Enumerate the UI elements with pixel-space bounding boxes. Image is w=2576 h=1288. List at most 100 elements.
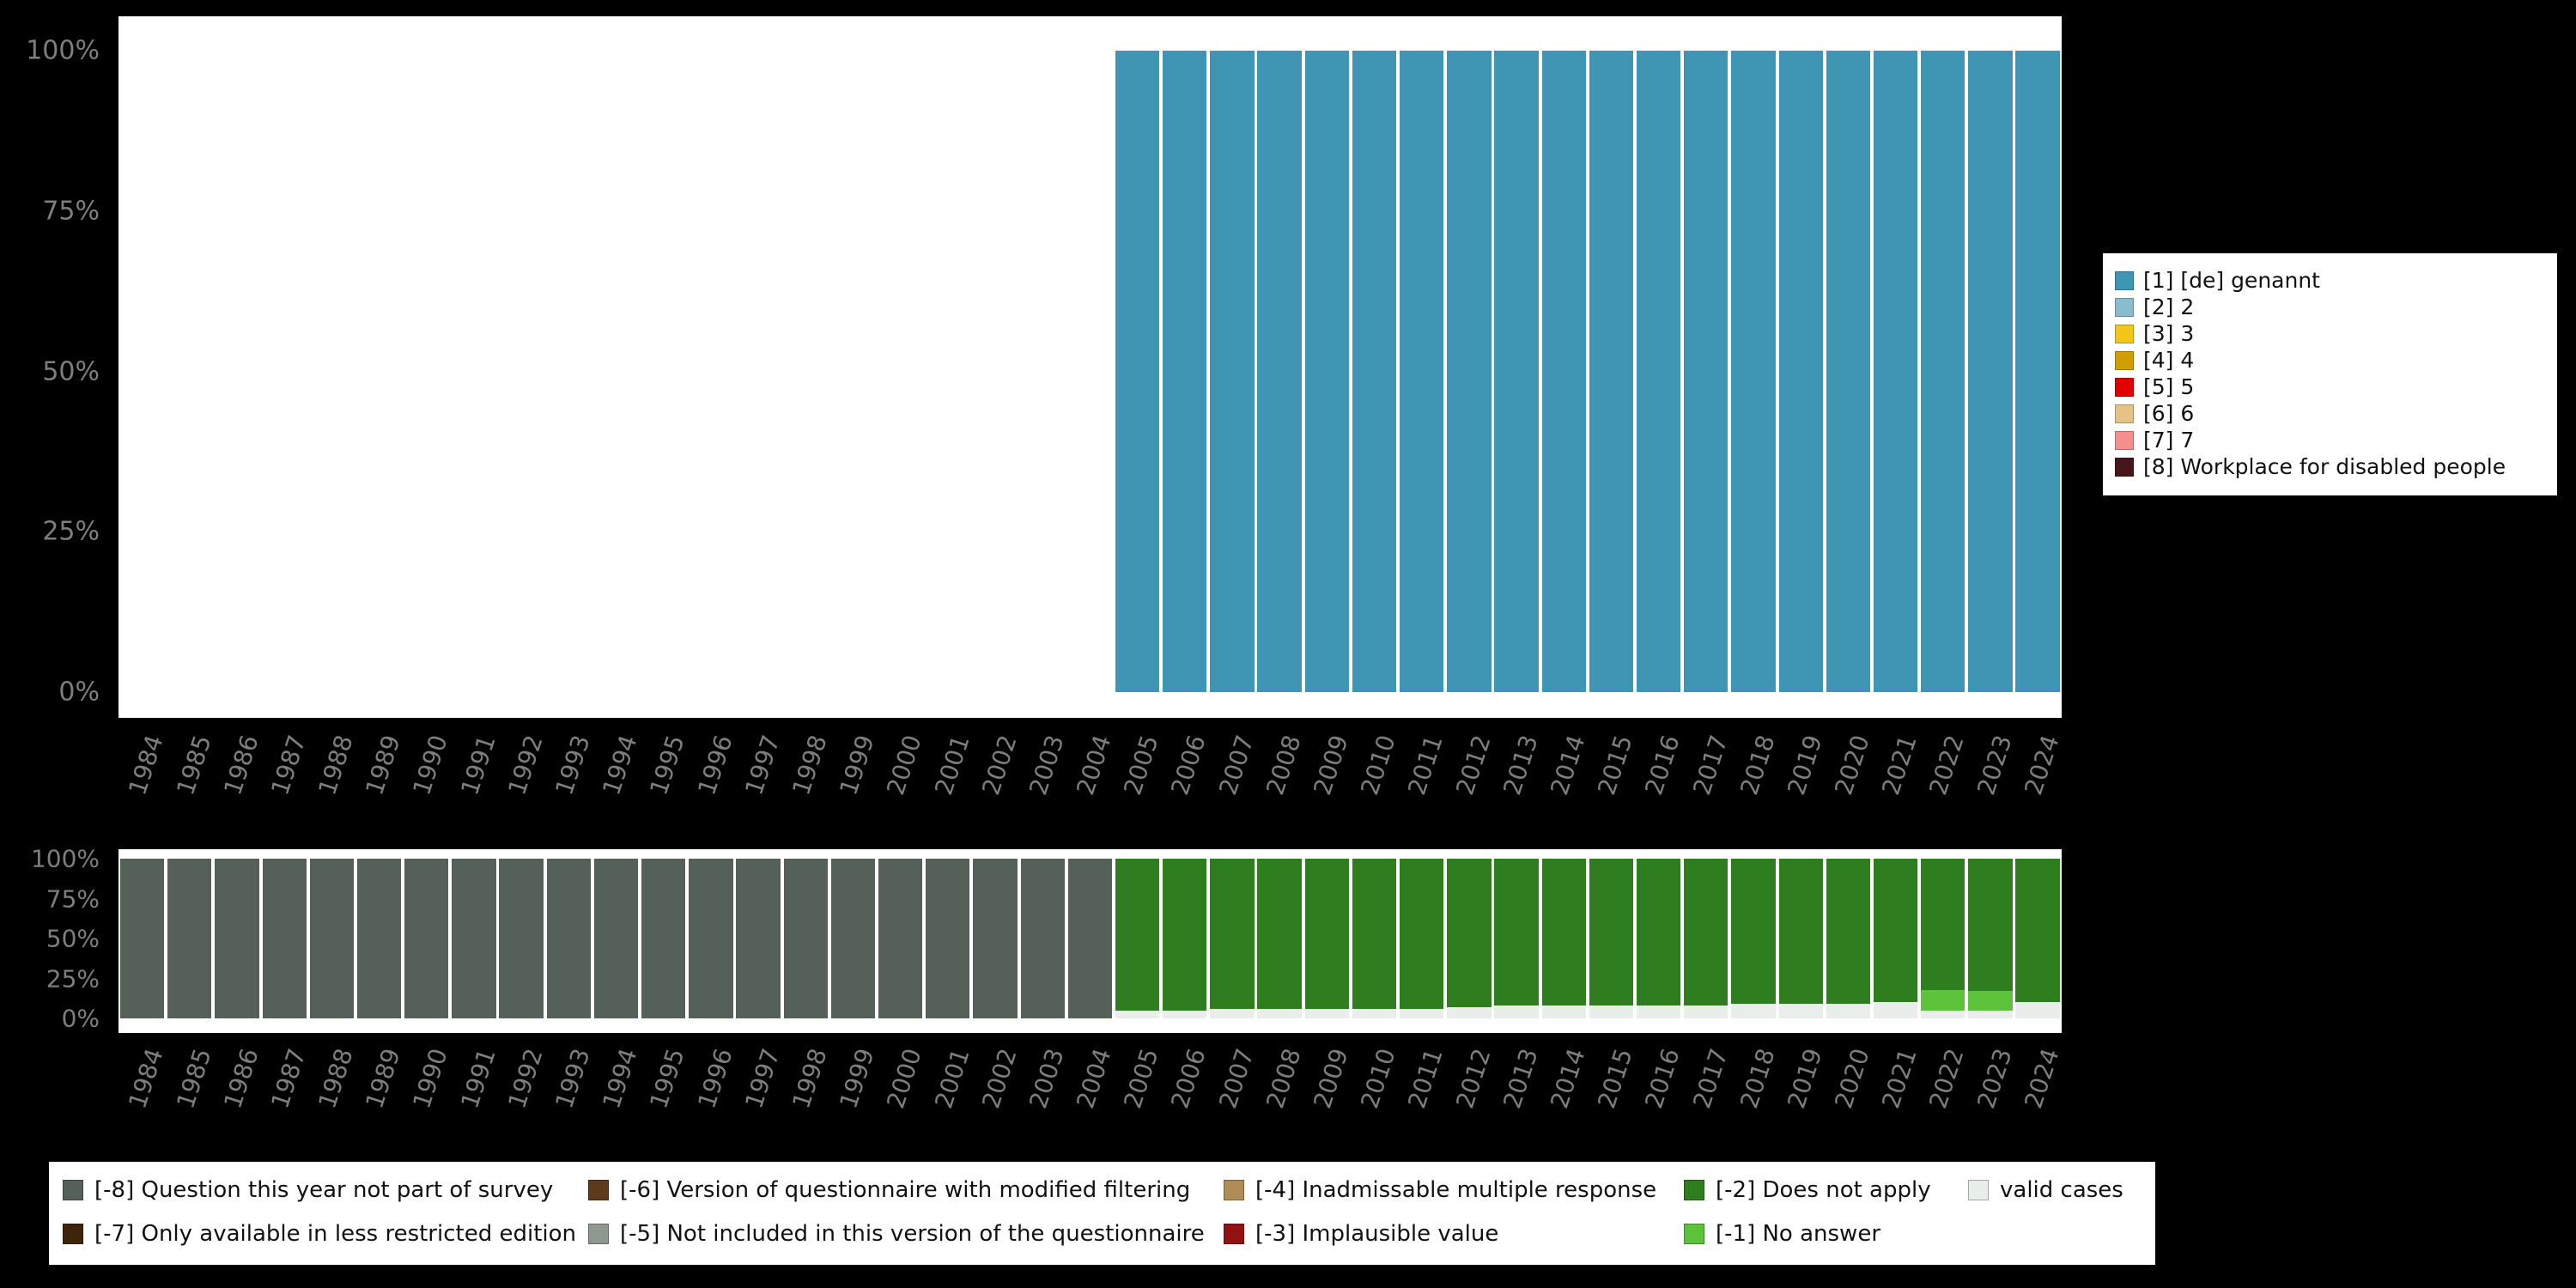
legend-label: [7] 7: [2143, 428, 2195, 453]
x-tick-label: 2015: [1592, 1045, 1638, 1112]
bar-stack-2005: [1115, 859, 1160, 1018]
bar-segment: [1257, 859, 1302, 1009]
x-tick-label: 2011: [1402, 732, 1449, 799]
bar-2009: [1303, 51, 1351, 692]
bar-stack-2011: [1400, 859, 1444, 1018]
x-tick-1996: 1996: [687, 1040, 738, 1151]
bar-segment: [1589, 1005, 1634, 1018]
bar-2001: [924, 859, 971, 1018]
legend-item: [-4] Inadmissable multiple response: [1224, 1174, 1656, 1206]
x-tick-label: 2005: [1118, 732, 1164, 799]
bar-2022: [1919, 51, 1966, 692]
x-tick-2013: 2013: [1492, 1040, 1543, 1151]
x-tick-label: 2023: [1971, 732, 2018, 799]
bar-segment: [119, 859, 165, 1018]
bar-segment: [1778, 1004, 1823, 1018]
legend-label: [-2] Does not apply: [1716, 1177, 1931, 1203]
x-tick-label: 2021: [1876, 732, 1923, 799]
bar-segment: [1067, 859, 1112, 1018]
bar-segment: [1968, 859, 2013, 992]
missing-legend-column: [-4] Inadmissable multiple response [-3] …: [1224, 1174, 1656, 1250]
values-plot: [118, 16, 2062, 718]
y-tick-label: 25%: [46, 964, 100, 993]
x-tick-label: 2016: [1639, 732, 1686, 799]
x-tick-1988: 1988: [308, 1040, 359, 1151]
bar-stack-1989: [357, 51, 401, 692]
x-tick-label: 1996: [691, 732, 738, 799]
x-tick-2004: 2004: [1066, 726, 1116, 847]
x-tick-label: 1985: [170, 1045, 217, 1112]
bar-segment: [1873, 859, 1918, 1003]
x-tick-2013: 2013: [1492, 726, 1544, 847]
legend-swatch: [2115, 324, 2134, 343]
bar-2023: [1966, 859, 2014, 1018]
bar-segment: [1352, 1008, 1397, 1018]
x-tick-label: 1989: [360, 732, 406, 799]
x-tick-label: 2024: [2019, 1045, 2065, 1112]
bar-segment: [1541, 1005, 1586, 1018]
bar-stack-1992: [499, 859, 544, 1018]
bar-stack-1986: [215, 859, 259, 1018]
x-tick-2011: 2011: [1398, 726, 1449, 847]
bar-segment: [689, 859, 733, 1018]
legend-label: [-7] Only available in less restricted e…: [94, 1221, 577, 1247]
bar-segment: [1352, 51, 1397, 692]
x-tick-label: 1999: [834, 1045, 880, 1112]
legend-label: [-6] Version of questionnaire with modif…: [620, 1177, 1191, 1203]
bar-segment: [1304, 859, 1349, 1009]
x-tick-label: 1988: [313, 1045, 359, 1112]
x-tick-1999: 1999: [829, 726, 880, 847]
y-tick-label: 100%: [26, 35, 100, 66]
bar-2024: [2014, 859, 2062, 1018]
bar-stack-1988: [309, 859, 354, 1018]
bar-segment: [1636, 51, 1681, 692]
x-tick-label: 2013: [1498, 732, 1544, 799]
bar-segment: [830, 859, 876, 1018]
bar-2000: [877, 859, 924, 1018]
x-tick-2005: 2005: [1114, 726, 1164, 847]
x-tick-label: 2017: [1686, 732, 1734, 799]
bar-stack-1991: [452, 859, 496, 1018]
x-tick-label: 1985: [170, 732, 217, 799]
x-tick-1998: 1998: [782, 726, 832, 847]
bar-1984: [118, 51, 166, 692]
x-tick-2021: 2021: [1872, 1040, 1923, 1151]
bar-stack-2003: [1021, 51, 1065, 692]
bar-stack-2022: [1921, 859, 1965, 1018]
bar-segment: [2015, 1002, 2060, 1018]
legend-item: [-2] Does not apply: [1684, 1174, 1931, 1206]
y-tick-label: 100%: [30, 844, 100, 873]
x-tick-label: 1999: [834, 732, 880, 799]
bar-segment: [1115, 1010, 1160, 1018]
bar-2000: [877, 51, 924, 692]
bar-1999: [829, 859, 877, 1018]
bar-2016: [1635, 859, 1682, 1018]
bar-segment: [1921, 1010, 1965, 1018]
y-tick-label: 25%: [42, 516, 100, 547]
legend-label: valid cases: [2000, 1177, 2123, 1203]
x-tick-label: 2004: [1071, 1045, 1117, 1112]
bar-stack-2019: [1778, 859, 1823, 1018]
bar-segment: [1826, 1004, 1870, 1018]
bar-segment: [1826, 859, 1870, 1005]
x-tick-2019: 2019: [1777, 1040, 1827, 1151]
bar-stack-2009: [1304, 859, 1349, 1018]
bar-segment: [1210, 51, 1255, 692]
bar-2019: [1777, 859, 1825, 1018]
x-tick-1998: 1998: [782, 1040, 832, 1151]
bar-segment: [1400, 859, 1444, 1009]
bar-segment: [1731, 1004, 1776, 1018]
x-tick-2009: 2009: [1303, 1040, 1353, 1151]
legend-label: [-5] Not included in this version of the…: [620, 1221, 1205, 1247]
bar-2007: [1208, 51, 1255, 692]
bar-2011: [1398, 859, 1445, 1018]
legend-swatch: [2115, 350, 2134, 370]
bar-segment: [1447, 859, 1492, 1007]
missing-legend: [-8] Question this year not part of surv…: [49, 1162, 2155, 1265]
x-tick-label: 2006: [1165, 732, 1212, 799]
bar-1988: [308, 859, 355, 1018]
x-tick-label: 2011: [1402, 1045, 1449, 1112]
bar-segment: [1921, 859, 1965, 990]
x-tick-2019: 2019: [1777, 726, 1827, 847]
bar-segment: [167, 859, 212, 1018]
